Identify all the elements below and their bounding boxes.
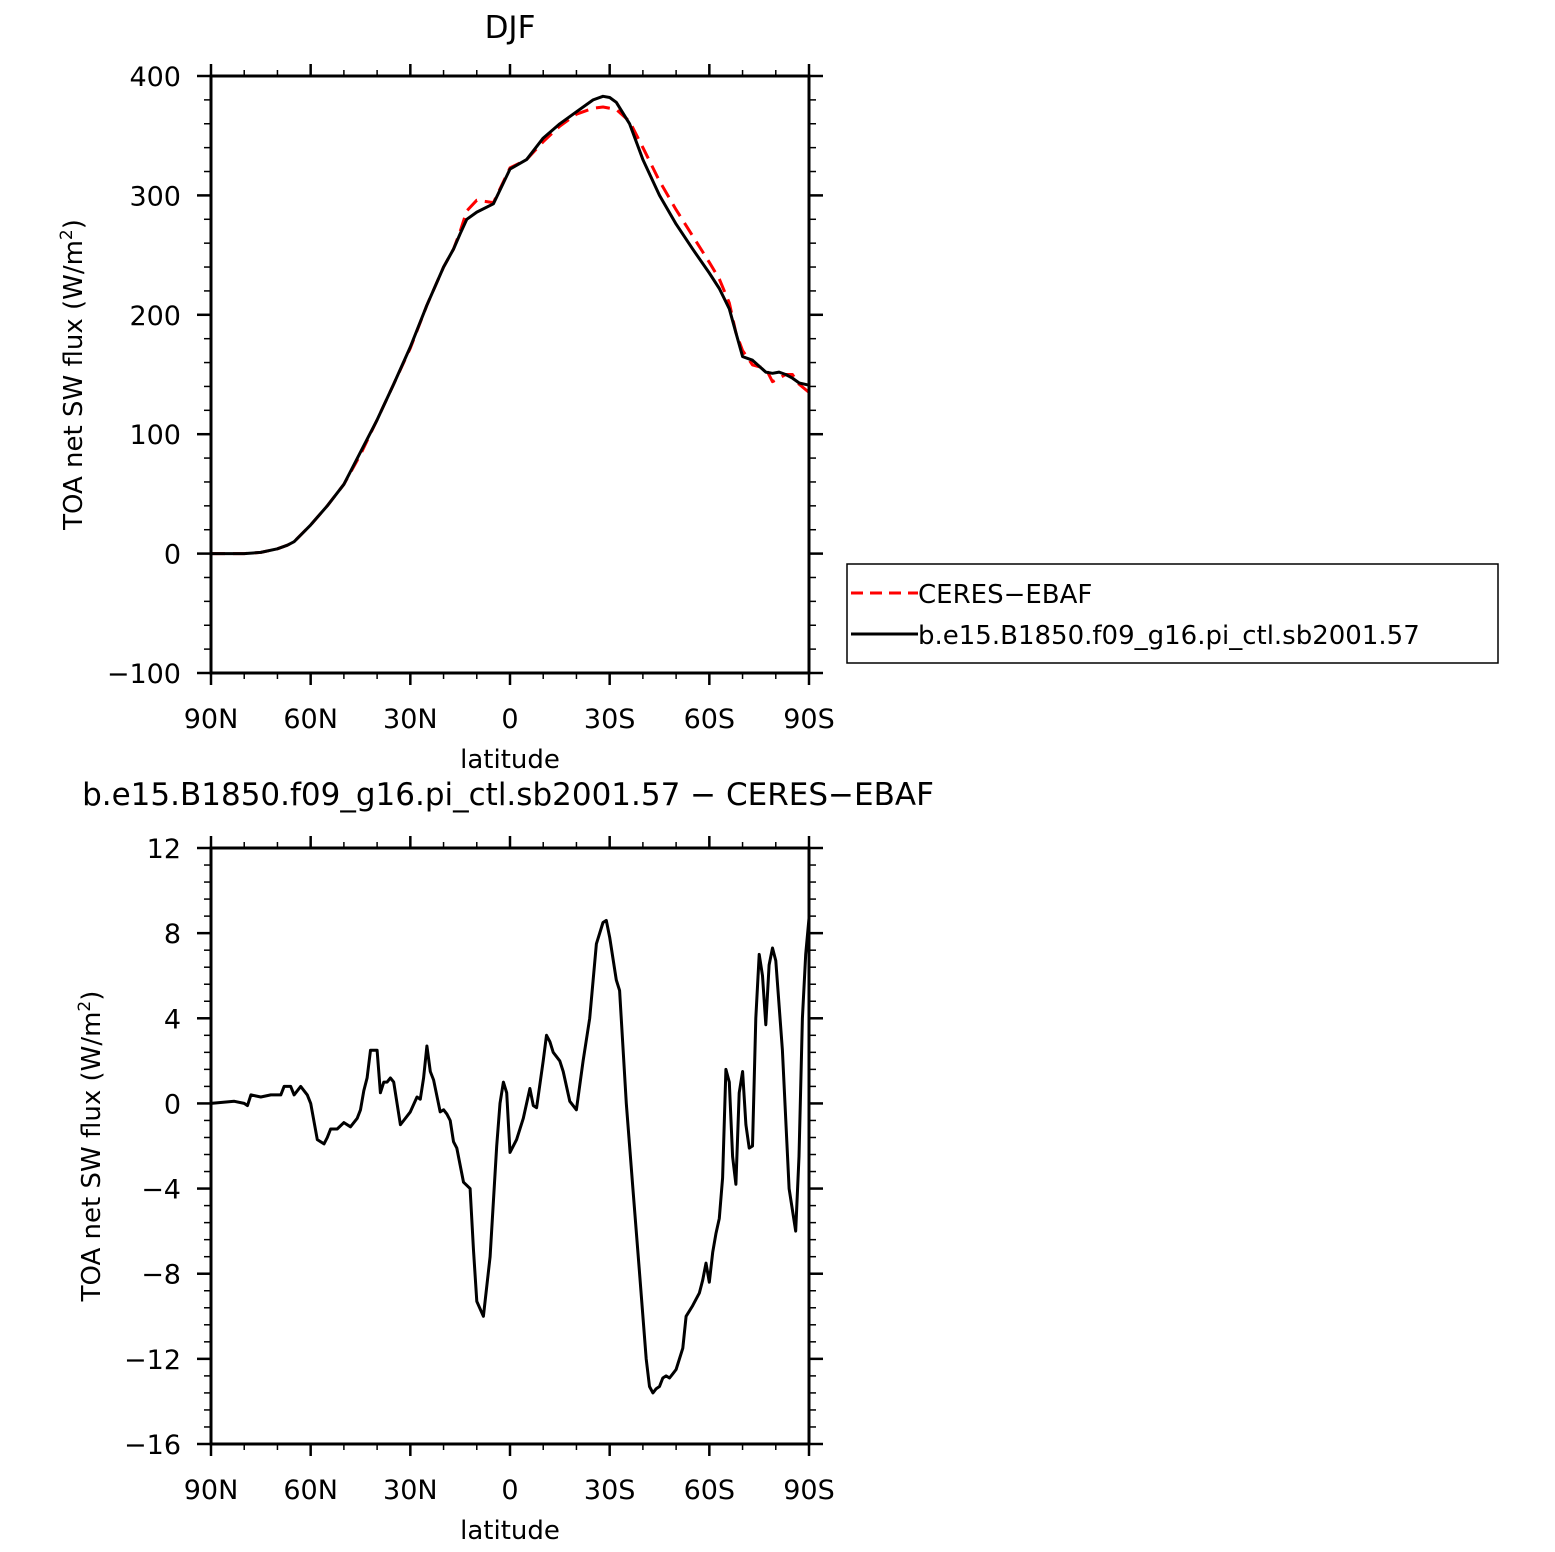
y-tick-label: −4 <box>141 1175 181 1206</box>
bottom-y-axis-label-sup: 2 <box>75 1001 95 1012</box>
x-tick-label: 90N <box>184 704 239 735</box>
x-tick-label: 0 <box>501 704 518 735</box>
bottom-x-axis-label: latitude <box>460 1516 560 1546</box>
y-tick-label: 0 <box>164 1089 181 1120</box>
bottom-chart-title: b.e15.B1850.f09_g16.pi_ctl.sb2001.57 − C… <box>82 777 934 813</box>
top-series-lines <box>211 94 810 556</box>
top-y-axis-label-main: TOA net SW flux (W/m <box>59 240 89 531</box>
y-tick-label: 0 <box>164 540 181 571</box>
x-tick-label: 60N <box>283 1475 338 1506</box>
bottom-y-axis-label: TOA net SW flux (W/m2) <box>75 991 107 1303</box>
top-panel: DJF TOA net SW flux (W/m2) latitude 90N 6… <box>57 10 835 775</box>
x-tick-label: 90S <box>783 1475 835 1506</box>
y-tick-label: 300 <box>129 181 181 212</box>
bottom-y-axis-label-main: TOA net SW flux (W/m <box>77 1012 107 1303</box>
legend: CERES−EBAF b.e15.B1850.f09_g16.pi_ctl.sb… <box>846 563 1499 664</box>
top-y-axis-label-sup: 2 <box>57 229 77 240</box>
top-chart-title: DJF <box>485 10 536 46</box>
y-tick-label: 200 <box>129 301 181 332</box>
y-tick-label: 100 <box>129 420 181 451</box>
top-y-axis-label: TOA net SW flux (W/m2) <box>57 219 89 531</box>
x-tick-label: 60N <box>283 704 338 735</box>
bottom-panel: b.e15.B1850.f09_g16.pi_ctl.sb2001.57 − C… <box>75 777 934 1546</box>
x-tick-label: 90S <box>783 704 835 735</box>
bottom-series-lines <box>210 918 811 1395</box>
legend-label-model: b.e15.B1850.f09_g16.pi_ctl.sb2001.57 <box>918 621 1420 651</box>
x-tick-label: 30N <box>383 704 438 735</box>
y-tick-label: −100 <box>107 659 181 690</box>
y-tick-label: 8 <box>164 919 181 950</box>
x-tick-label: 30S <box>584 704 636 735</box>
top-y-axis-label-close: ) <box>59 219 89 229</box>
top-axis-ticks: 90N 60N 30N 0 30S 60S 90S −100 0 100 200 300 400 <box>107 62 835 735</box>
x-tick-label: 90N <box>184 1475 239 1506</box>
svg-text:TOA net SW flux (W/m2): TOA net SW flux (W/m2) <box>75 991 107 1303</box>
bottom-plot-frame <box>209 846 811 1446</box>
x-tick-label: 30S <box>584 1475 636 1506</box>
top-x-axis-label: latitude <box>460 745 560 775</box>
y-tick-label: −8 <box>141 1260 181 1291</box>
series-line-ceres <box>211 105 810 556</box>
x-tick-label: 60S <box>684 1475 736 1506</box>
y-tick-label: 12 <box>147 834 181 865</box>
y-tick-label: −16 <box>124 1430 181 1461</box>
x-tick-label: 30N <box>383 1475 438 1506</box>
bottom-axis-ticks: 90N 60N 30N 0 30S 60S 90S −16 −12 −8 −4 0 4 8 12 <box>124 834 835 1506</box>
y-tick-label: 4 <box>164 1004 181 1035</box>
legend-label-ceres: CERES−EBAF <box>918 580 1092 610</box>
bottom-y-axis-label-close: ) <box>77 991 107 1001</box>
x-tick-label: 0 <box>501 1475 518 1506</box>
legend-box <box>846 563 1499 664</box>
series-line-difference <box>210 918 811 1395</box>
x-tick-label: 60S <box>684 704 736 735</box>
y-tick-label: −12 <box>124 1345 181 1376</box>
y-tick-label: 400 <box>129 62 181 93</box>
svg-text:TOA net SW flux (W/m2): TOA net SW flux (W/m2) <box>57 219 89 531</box>
top-plot-frame <box>209 74 811 675</box>
series-line-model <box>211 94 810 556</box>
